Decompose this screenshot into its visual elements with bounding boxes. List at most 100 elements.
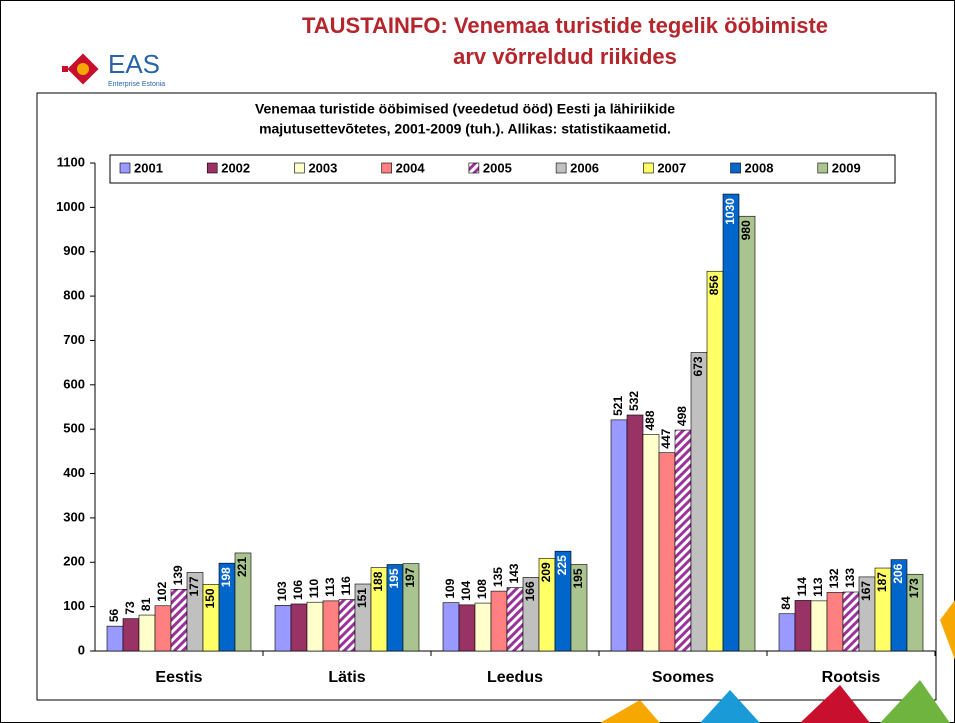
legend-swatch — [643, 163, 653, 173]
logo-subtitle: Enterprise Estonia — [108, 81, 165, 88]
legend-swatch — [731, 163, 741, 173]
data-label: 209 — [539, 562, 553, 582]
y-tick-label: 900 — [63, 243, 85, 258]
slide-title: TAUSTAINFO: Venemaa turistide tegelik öö… — [302, 13, 828, 38]
bar — [323, 601, 339, 651]
legend-swatch — [294, 163, 304, 173]
data-label: 108 — [475, 579, 489, 599]
data-label: 856 — [707, 275, 721, 295]
data-label: 103 — [275, 581, 289, 601]
bar — [779, 614, 795, 651]
legend-label: 2009 — [832, 160, 861, 175]
x-tick-label: Lätis — [328, 669, 365, 686]
data-label: 447 — [659, 428, 673, 448]
bar — [795, 600, 811, 651]
bar — [611, 420, 627, 651]
data-label: 73 — [123, 601, 137, 615]
bar — [291, 604, 307, 651]
bar — [443, 603, 459, 651]
y-tick-label: 700 — [63, 332, 85, 347]
bar — [275, 605, 291, 651]
bar — [123, 619, 139, 651]
bar — [827, 592, 843, 651]
data-label: 225 — [555, 555, 569, 575]
bar — [307, 602, 323, 651]
y-tick-label: 1100 — [57, 154, 85, 169]
data-label: 116 — [339, 576, 353, 596]
y-tick-label: 300 — [63, 509, 85, 524]
y-tick-label: 0 — [78, 642, 85, 657]
chart-title: majutusettevõtetes, 2001-2009 (tuh.). Al… — [259, 121, 671, 137]
bar — [475, 603, 491, 651]
y-tick-label: 800 — [63, 288, 85, 303]
y-tick-label: 200 — [63, 554, 85, 569]
data-label: 166 — [523, 581, 537, 601]
legend-label: 2007 — [657, 160, 686, 175]
legend-swatch — [469, 163, 479, 173]
data-label: 110 — [307, 579, 321, 599]
logo-text: EAS — [108, 49, 160, 79]
x-tick-label: Soomes — [652, 669, 714, 686]
y-tick-label: 1000 — [56, 199, 85, 214]
data-label: 150 — [203, 588, 217, 608]
data-label: 198 — [219, 567, 233, 587]
data-label: 488 — [643, 410, 657, 430]
bar — [171, 589, 187, 651]
bar — [707, 271, 723, 651]
data-label: 197 — [403, 567, 417, 587]
x-tick-label: Rootsis — [822, 669, 881, 686]
data-label: 173 — [907, 578, 921, 598]
data-label: 84 — [779, 596, 793, 610]
bar — [627, 415, 643, 651]
legend-swatch — [120, 163, 130, 173]
bar — [459, 605, 475, 651]
data-label: 532 — [627, 391, 641, 411]
data-label: 133 — [843, 568, 857, 588]
y-tick-label: 500 — [63, 421, 85, 436]
bar — [107, 626, 123, 651]
y-tick-label: 400 — [63, 465, 85, 480]
legend-swatch — [556, 163, 566, 173]
legend-swatch — [207, 163, 217, 173]
legend-label: 2006 — [570, 160, 599, 175]
data-label: 1030 — [723, 198, 737, 225]
bar — [811, 601, 827, 651]
data-label: 139 — [171, 565, 185, 585]
logo-icon — [62, 53, 99, 84]
legend-swatch — [818, 163, 828, 173]
data-label: 151 — [355, 588, 369, 608]
slide: EAS Enterprise Estonia TAUSTAINFO: Venem… — [0, 0, 955, 723]
data-label: 113 — [811, 577, 825, 597]
data-label: 177 — [187, 576, 201, 596]
bar — [739, 216, 755, 651]
bar — [723, 194, 739, 651]
data-label: 980 — [739, 220, 753, 240]
data-label: 102 — [155, 581, 169, 601]
bar — [339, 600, 355, 651]
data-label: 195 — [387, 568, 401, 588]
data-label: 81 — [139, 597, 153, 611]
data-label: 109 — [443, 578, 457, 598]
chart-title: Venemaa turistide ööbimised (veedetud öö… — [255, 101, 675, 117]
x-tick-label: Eestis — [155, 669, 202, 686]
data-label: 187 — [875, 572, 889, 592]
data-label: 135 — [491, 567, 505, 587]
bar — [659, 453, 675, 651]
data-label: 113 — [323, 577, 337, 597]
data-label: 195 — [571, 568, 585, 588]
data-label: 673 — [691, 356, 705, 376]
x-tick-label: Leedus — [487, 669, 543, 686]
data-label: 498 — [675, 406, 689, 426]
y-tick-label: 100 — [63, 598, 85, 613]
data-label: 221 — [235, 557, 249, 577]
slide-title: arv võrreldud riikides — [453, 44, 677, 69]
data-label: 167 — [859, 581, 873, 601]
bar — [643, 435, 659, 651]
legend-label: 2002 — [221, 160, 250, 175]
bar — [843, 592, 859, 651]
y-tick-label: 600 — [63, 376, 85, 391]
legend-label: 2005 — [483, 160, 512, 175]
data-label: 143 — [507, 563, 521, 583]
bar — [675, 430, 691, 651]
data-label: 56 — [107, 608, 121, 622]
